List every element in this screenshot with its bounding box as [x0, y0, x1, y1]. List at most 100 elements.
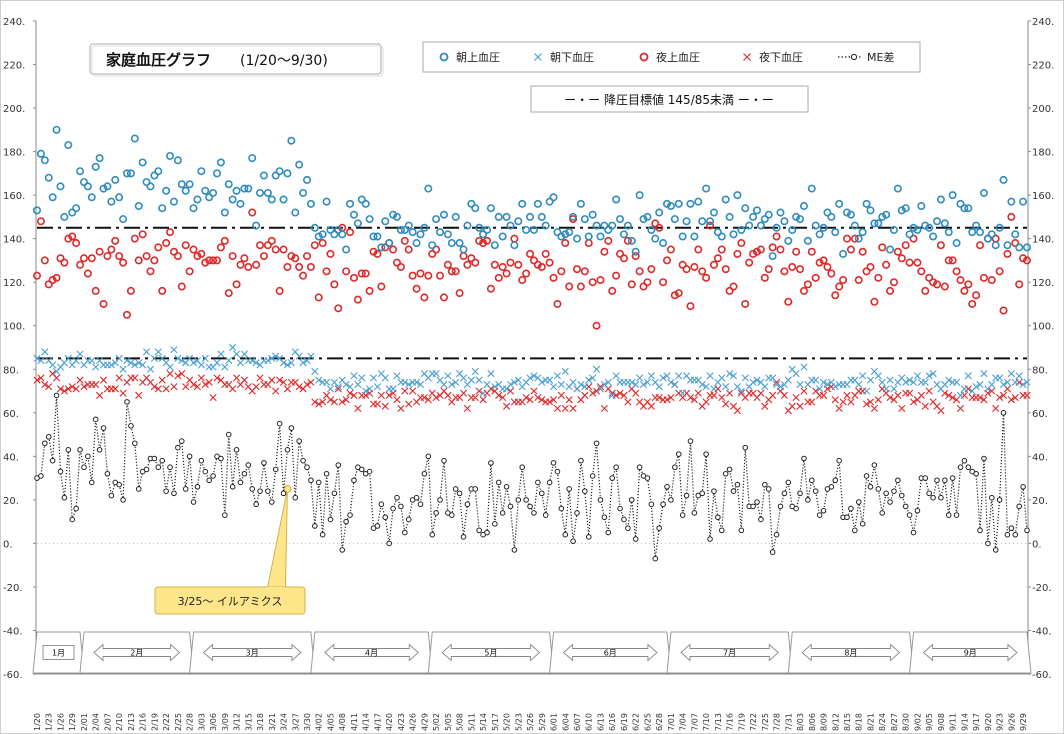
morning-diastolic-point — [671, 380, 679, 389]
morning-systolic-point — [475, 223, 484, 232]
evening-diastolic-point — [459, 389, 468, 397]
x-tick-label: 9/14 — [960, 713, 969, 731]
me-diff-point — [656, 525, 662, 531]
me-diff-point — [331, 490, 338, 497]
evening-systolic-point — [447, 267, 456, 276]
me-diff-point — [425, 453, 432, 460]
evening-systolic-point — [717, 245, 726, 254]
me-diff-point — [863, 473, 870, 479]
morning-diastolic-point — [471, 367, 479, 376]
morning-diastolic-point — [874, 372, 882, 380]
me-diff-point — [339, 547, 346, 553]
evening-diastolic-point — [667, 393, 675, 402]
morning-systolic-point — [310, 223, 319, 232]
morning-diastolic-point — [154, 348, 162, 356]
evening-systolic-point — [412, 284, 421, 293]
morning-diastolic-point — [107, 361, 115, 369]
evening-diastolic-point — [45, 383, 53, 391]
evening-systolic-point — [807, 247, 816, 256]
evening-systolic-point — [572, 265, 581, 274]
evening-diastolic-point — [819, 391, 828, 399]
evening-diastolic-point — [256, 374, 264, 382]
morning-systolic-point — [803, 236, 812, 245]
evening-diastolic-point — [479, 396, 487, 404]
evening-diastolic-point — [921, 402, 929, 410]
x-tick-label: 7/22 — [749, 713, 758, 731]
morning-diastolic-point — [487, 370, 495, 378]
x-tick-label: 7/04 — [679, 713, 688, 731]
morning-systolic-point — [1019, 197, 1028, 206]
morning-systolic-point — [271, 171, 280, 180]
morning-diastolic-point — [248, 356, 256, 365]
morning-systolic-point — [537, 212, 546, 221]
morning-systolic-point — [956, 199, 965, 208]
evening-diastolic-point — [96, 391, 104, 399]
evening-systolic-point — [369, 247, 378, 256]
evening-systolic-point — [889, 278, 898, 287]
evening-systolic-point — [232, 280, 241, 289]
morning-systolic-point — [248, 154, 257, 163]
x-tick-label: 6/01 — [550, 713, 559, 731]
x-tick-label: 7/10 — [702, 713, 711, 731]
morning-systolic-point — [776, 208, 785, 217]
morning-systolic-point — [330, 230, 339, 239]
evening-diastolic-point — [870, 404, 878, 413]
x-tick-label: 2/10 — [115, 713, 124, 731]
evening-diastolic-point — [315, 400, 323, 408]
morning-systolic-point — [670, 215, 679, 224]
me-diff-point — [632, 536, 639, 542]
evening-systolic-point — [596, 276, 605, 285]
x-tick-label: 4/05 — [326, 713, 335, 731]
month-arrow — [680, 643, 779, 662]
morning-systolic-point — [991, 241, 1000, 250]
me-diff-point — [605, 529, 612, 536]
morning-diastolic-point — [855, 380, 863, 389]
me-diff-point — [793, 505, 799, 512]
x-tick-label: 5/14 — [479, 713, 488, 731]
evening-systolic-point — [146, 267, 155, 276]
evening-diastolic-point — [561, 404, 569, 413]
morning-systolic-point — [600, 221, 609, 230]
me-diff-point — [128, 423, 134, 429]
evening-systolic-point — [514, 260, 523, 269]
evening-diastolic-point — [1011, 393, 1019, 402]
morning-systolic-point — [913, 225, 922, 234]
me-diff-point — [288, 425, 295, 431]
morning-diastolic-point — [448, 380, 456, 389]
morning-systolic-point — [40, 156, 49, 165]
morning-systolic-point — [232, 186, 241, 195]
evening-systolic-point — [901, 241, 910, 250]
morning-systolic-point — [842, 208, 851, 217]
x-tick-label: 8/30 — [902, 713, 911, 731]
morning-systolic-point — [682, 217, 691, 226]
morning-systolic-point — [447, 239, 456, 248]
morning-diastolic-point — [749, 378, 757, 386]
evening-systolic-point — [32, 271, 41, 280]
morning-systolic-point — [490, 241, 499, 250]
morning-systolic-point — [506, 221, 515, 230]
me-diff-point — [977, 527, 983, 534]
evening-diastolic-point — [526, 396, 534, 404]
evening-systolic-point — [271, 245, 280, 254]
evening-systolic-point — [831, 291, 840, 300]
evening-systolic-point — [557, 267, 566, 276]
evening-diastolic-point — [420, 393, 428, 402]
morning-systolic-point — [576, 199, 585, 208]
evening-systolic-point — [506, 258, 515, 267]
x-tick-label: 4/08 — [338, 713, 347, 731]
y-tick-label-right: 180. — [1032, 148, 1054, 159]
morning-diastolic-point — [88, 356, 96, 365]
callout-box — [154, 586, 306, 615]
y-tick-label-left: -20. — [3, 583, 23, 594]
x-tick-label: 9/11 — [949, 713, 958, 731]
evening-systolic-point — [835, 282, 844, 291]
me-diff-point — [222, 512, 228, 518]
evening-systolic-point — [541, 249, 550, 258]
evening-diastolic-point — [60, 387, 68, 395]
y-tick-label-right: 0. — [1032, 539, 1042, 550]
morning-systolic-point — [643, 212, 652, 221]
evening-diastolic-point — [980, 396, 988, 404]
me-diff-point — [241, 470, 248, 477]
morning-diastolic-point — [585, 376, 593, 384]
morning-systolic-point — [608, 221, 617, 230]
